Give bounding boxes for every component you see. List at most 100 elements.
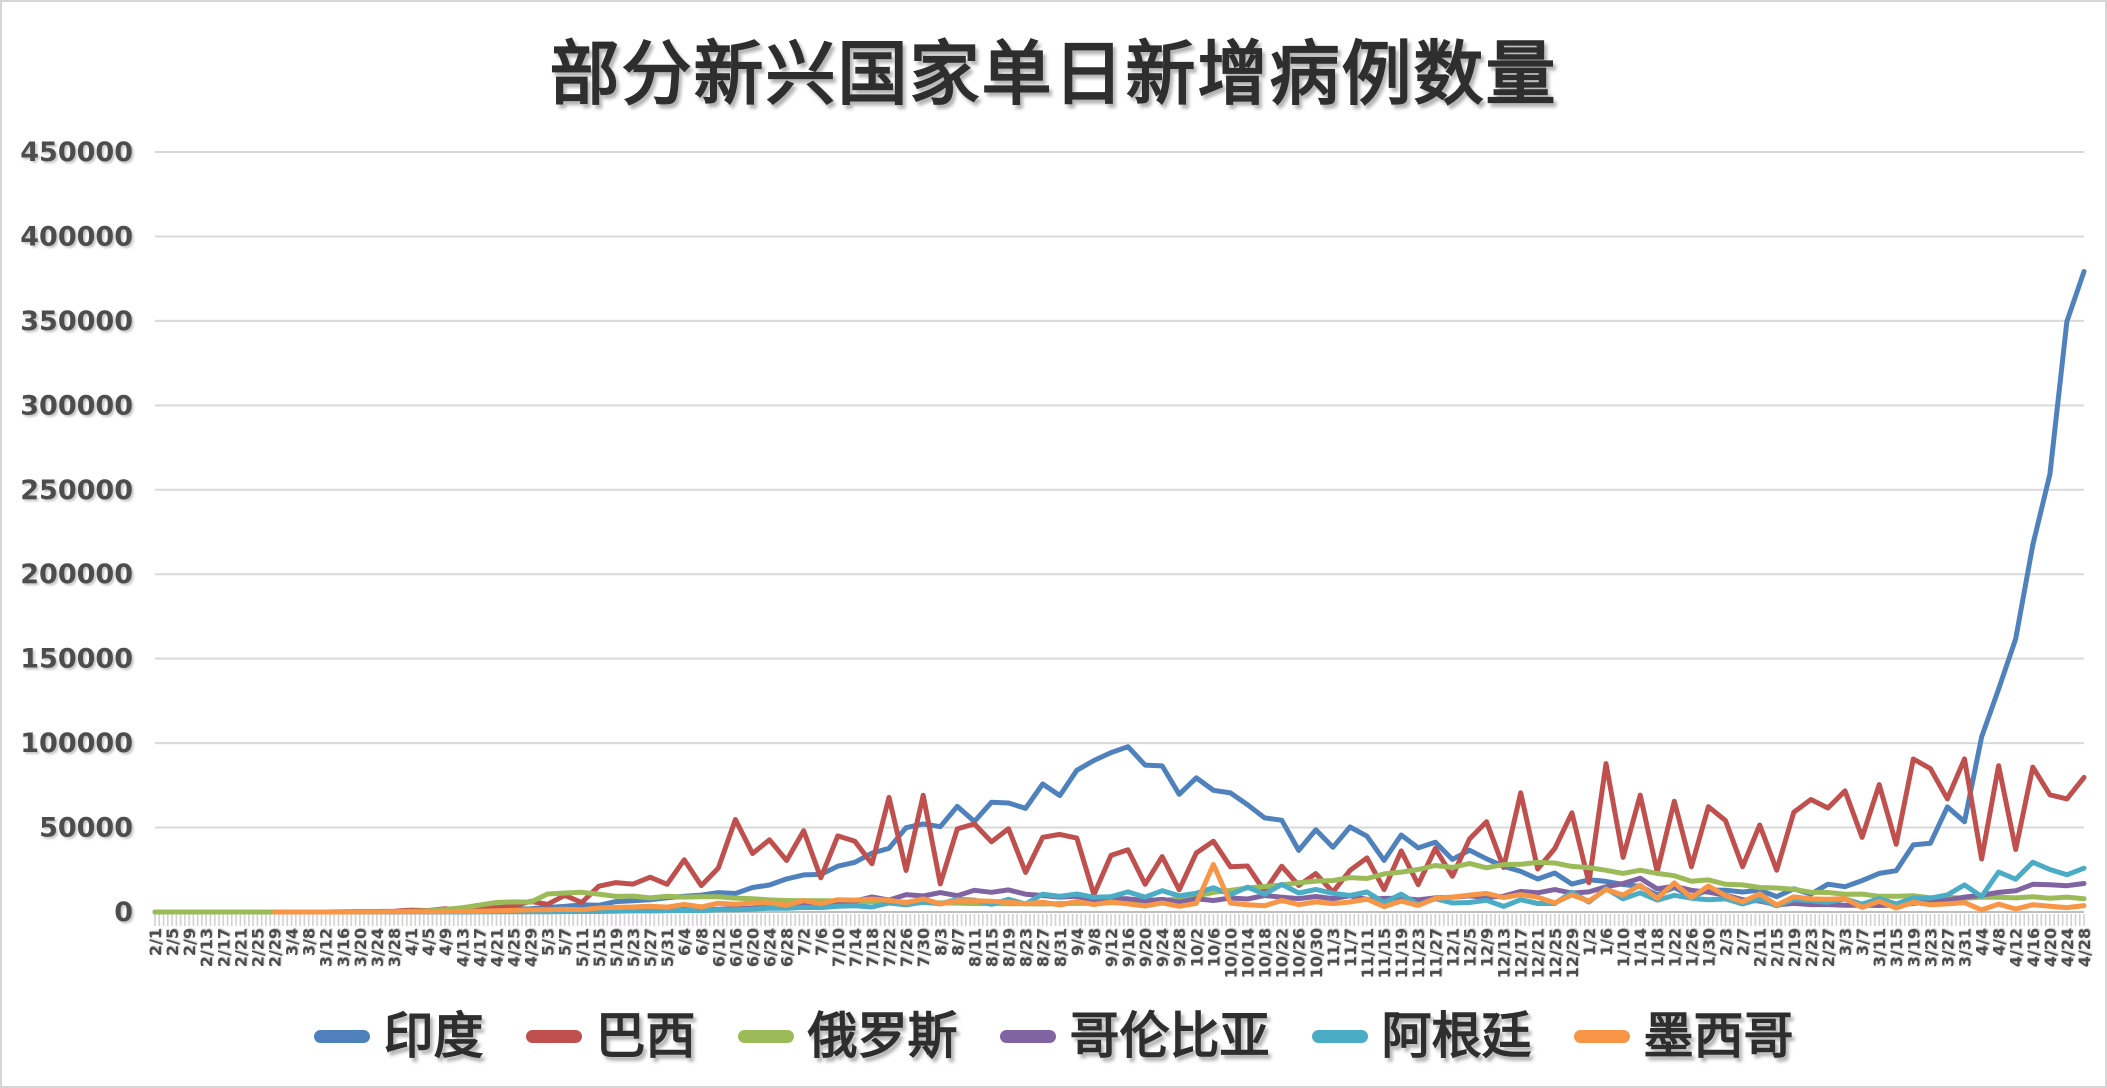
y-axis-label: 400000 bbox=[20, 221, 133, 252]
x-axis-label: 2/9 bbox=[180, 928, 199, 956]
x-axis-label: 3/19 bbox=[1904, 928, 1923, 967]
x-axis-label: 4/5 bbox=[419, 928, 438, 956]
x-axis-label: 4/28 bbox=[2075, 928, 2094, 967]
x-axis-label: 3/4 bbox=[283, 928, 302, 956]
x-axis-label: 8/15 bbox=[982, 928, 1001, 967]
legend-item-1: 巴西 bbox=[525, 1008, 696, 1064]
x-axis-label: 2/17 bbox=[214, 928, 233, 967]
x-axis-label: 5/23 bbox=[624, 928, 643, 967]
legend-swatch-icon bbox=[999, 1029, 1056, 1043]
x-axis-label: 1/26 bbox=[1682, 928, 1701, 967]
x-axis-label: 7/2 bbox=[795, 928, 814, 956]
x-axis-label: 2/25 bbox=[248, 928, 267, 967]
legend: 印度 巴西 俄罗斯 哥伦比亚 阿根廷 墨西哥 bbox=[2, 994, 2105, 1078]
x-axis-label: 4/24 bbox=[2058, 928, 2077, 967]
y-axis-label: 0 bbox=[114, 897, 133, 928]
legend-swatch-icon bbox=[737, 1029, 794, 1043]
x-axis-label: 6/28 bbox=[778, 928, 797, 967]
x-axis-label: 2/3 bbox=[1717, 928, 1736, 956]
legend-item-2: 俄罗斯 bbox=[737, 1008, 958, 1064]
x-axis-label: 10/26 bbox=[1290, 928, 1309, 978]
x-axis-label: 7/30 bbox=[914, 928, 933, 967]
x-axis-label: 9/20 bbox=[1136, 928, 1155, 967]
x-axis-label: 7/10 bbox=[829, 928, 848, 967]
x-axis-label: 4/1 bbox=[402, 928, 421, 956]
x-axis-label: 8/23 bbox=[1017, 928, 1036, 967]
y-axis-label: 150000 bbox=[20, 644, 133, 675]
x-axis-label: 7/6 bbox=[812, 928, 831, 956]
x-axis-label: 12/17 bbox=[1512, 928, 1531, 978]
x-axis-label: 3/12 bbox=[317, 928, 336, 967]
x-axis-label: 10/30 bbox=[1307, 928, 1326, 978]
x-axis-label: 5/19 bbox=[607, 928, 626, 967]
x-axis-label: 5/27 bbox=[641, 928, 660, 967]
x-axis-label: 6/20 bbox=[743, 928, 762, 967]
x-axis-label: 3/15 bbox=[1887, 928, 1906, 967]
y-axis-label: 350000 bbox=[20, 306, 133, 337]
x-axis-label: 4/4 bbox=[1973, 928, 1992, 956]
x-axis-label: 9/16 bbox=[1119, 928, 1138, 967]
legend-swatch-icon bbox=[313, 1029, 370, 1043]
x-axis-label: 3/3 bbox=[1836, 928, 1855, 956]
legend-swatch-icon bbox=[1573, 1029, 1630, 1043]
x-axis-label: 1/14 bbox=[1631, 928, 1650, 967]
legend-swatch-icon bbox=[525, 1029, 582, 1043]
x-axis-label: 10/6 bbox=[1204, 928, 1223, 967]
x-axis-label: 9/8 bbox=[1085, 928, 1104, 956]
x-axis-label: 12/21 bbox=[1529, 928, 1548, 978]
x-axis-label: 3/16 bbox=[334, 928, 353, 967]
x-axis-label: 5/15 bbox=[590, 928, 609, 967]
x-axis-label: 12/5 bbox=[1460, 928, 1479, 967]
x-axis-label: 3/11 bbox=[1870, 928, 1889, 967]
x-axis-label: 4/12 bbox=[2007, 928, 2026, 967]
x-axis-label: 3/31 bbox=[1956, 928, 1975, 967]
y-axis-label: 450000 bbox=[20, 137, 133, 168]
y-axis-label: 300000 bbox=[20, 390, 133, 421]
x-axis-label: 8/31 bbox=[1051, 928, 1070, 967]
x-axis-label: 10/22 bbox=[1273, 928, 1292, 978]
x-axis-label: 6/8 bbox=[692, 928, 711, 956]
legend-label: 巴西 bbox=[595, 1008, 696, 1064]
x-axis-label: 10/10 bbox=[1221, 928, 1240, 978]
x-axis-label: 2/15 bbox=[1768, 928, 1787, 967]
series-line-5 bbox=[272, 862, 2087, 915]
x-axis-label: 2/7 bbox=[1734, 928, 1753, 956]
y-axis-label: 50000 bbox=[39, 813, 133, 844]
x-axis-label: 3/20 bbox=[351, 928, 370, 967]
x-axis-label: 2/19 bbox=[1785, 928, 1804, 967]
x-axis-label: 2/27 bbox=[1819, 928, 1838, 967]
x-axis-label: 2/5 bbox=[163, 928, 182, 956]
x-axis-label: 12/1 bbox=[1443, 928, 1462, 967]
x-axis-label: 4/13 bbox=[453, 928, 472, 967]
x-axis-label: 4/16 bbox=[2024, 928, 2043, 967]
x-axis-label: 1/2 bbox=[1580, 928, 1599, 956]
x-axis-label: 7/18 bbox=[863, 928, 882, 967]
x-axis-label: 7/14 bbox=[846, 928, 865, 967]
x-axis-label: 11/15 bbox=[1375, 928, 1394, 978]
x-axis-label: 9/4 bbox=[1068, 928, 1087, 956]
x-axis-label: 9/12 bbox=[1102, 928, 1121, 967]
x-axis-label: 1/30 bbox=[1699, 928, 1718, 967]
x-axis-label: 6/16 bbox=[726, 928, 745, 967]
x-axis-label: 3/7 bbox=[1853, 928, 1872, 956]
x-axis-label: 3/24 bbox=[368, 928, 387, 967]
x-axis-label: 3/23 bbox=[1921, 928, 1940, 967]
legend-label: 印度 bbox=[383, 1008, 484, 1064]
x-axis-label: 6/24 bbox=[761, 928, 780, 967]
x-axis-label: 5/11 bbox=[573, 928, 592, 967]
x-axis-label: 3/8 bbox=[300, 928, 319, 956]
x-axis-label: 4/17 bbox=[470, 928, 489, 967]
legend-swatch-icon bbox=[1311, 1029, 1368, 1043]
x-axis-label: 8/7 bbox=[948, 928, 967, 956]
x-axis-label: 4/9 bbox=[436, 928, 455, 956]
x-axis-label: 12/13 bbox=[1495, 928, 1514, 978]
x-axis-label: 2/11 bbox=[1751, 928, 1770, 967]
x-axis-label: 10/14 bbox=[1239, 928, 1258, 978]
legend-item-0: 印度 bbox=[313, 1008, 484, 1064]
legend-label: 哥伦比亚 bbox=[1069, 1008, 1270, 1064]
x-axis-label: 2/29 bbox=[265, 928, 284, 967]
x-axis-label: 9/28 bbox=[1170, 928, 1189, 967]
x-axis-label: 8/11 bbox=[965, 928, 984, 967]
legend-label: 俄罗斯 bbox=[807, 1008, 958, 1064]
